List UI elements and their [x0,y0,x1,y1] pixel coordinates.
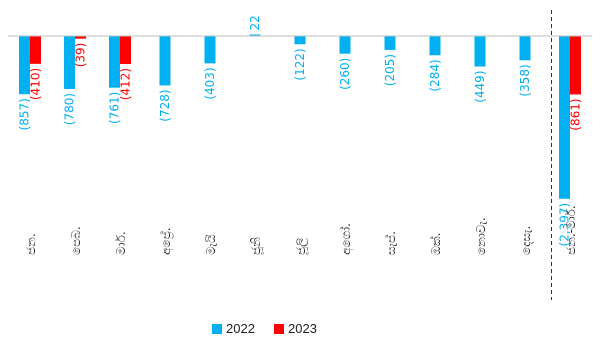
bar-2022-12 [559,36,570,199]
value-label-2022-10: (449) [473,70,487,102]
value-label-2022-9: (284) [428,59,442,91]
value-label-2022-11: (358) [518,64,532,96]
value-label-2022-6: (122) [293,48,307,80]
value-label-2022-5: 22 [248,15,262,30]
bar-2022-7 [339,36,351,54]
category-label-11: දෙසැ. [519,226,533,255]
legend-swatch-2022 [212,324,222,334]
legend-label-2023: 2023 [288,321,317,336]
category-label-3: අප්‍රේ. [159,227,174,255]
value-label-2022-2: (761) [108,92,122,124]
value-label-2022-1: (780) [63,93,77,125]
bar-2022-5 [249,34,261,36]
value-label-2022-3: (728) [158,89,172,121]
category-label-8: සැප්. [384,231,398,255]
category-label-4: මැයි [204,234,218,255]
value-label-2022-0: (857) [18,98,32,130]
category-label-5: ජූනි [249,237,264,255]
legend: 2022 2023 [212,321,317,336]
value-label-2022-12: (2,397) [558,203,572,247]
bar-2022-4 [204,36,216,64]
bar-2022-10 [474,36,486,67]
bar-2022-8 [384,36,396,50]
category-label-12: ජන.-මාර්. [564,205,578,255]
bar-2022-9 [429,36,441,56]
value-label-2022-4: (403) [203,67,217,99]
bar-2022-6 [294,36,306,45]
category-labels-layer: ජන. පෙබ. මාර්. අප්‍රේ. මැයි ජූනි ජූලි අගෝ. සැප්.… [24,205,578,255]
bar-2022-3 [159,36,171,86]
value-label-2022-7: (260) [338,58,352,90]
value-label-2023-0: (410) [29,68,43,100]
bar-2022-0 [19,36,30,95]
bar-2022-2 [109,36,120,88]
value-label-2023-2: (412) [119,68,133,100]
bar-2023-2 [120,36,131,64]
category-label-9: ඔක්. [429,233,443,255]
legend-swatch-2023 [274,324,284,334]
category-label-2: මාර්. [114,231,128,255]
bar-2022-1 [64,36,75,89]
bar-2023-1 [75,36,86,39]
value-labels-layer: (857)(410) (780) (39) (761)(412) (728) (403) 2… [18,15,583,246]
value-label-2023-1: (39) [74,43,88,68]
bars-layer [19,34,581,199]
category-label-6: ජූලි [294,238,309,255]
value-label-2023-12: (861) [569,98,583,130]
category-label-1: පෙබ. [69,226,83,255]
bar-2023-12 [570,36,581,95]
category-label-0: ජන. [24,233,38,255]
value-label-2022-8: (205) [383,54,397,86]
bar-2022-11 [519,36,531,61]
category-label-10: නොවැ. [474,217,488,255]
bar-2023-0 [30,36,41,64]
category-label-7: අගෝ. [339,223,354,255]
legend-label-2022: 2022 [226,321,255,336]
